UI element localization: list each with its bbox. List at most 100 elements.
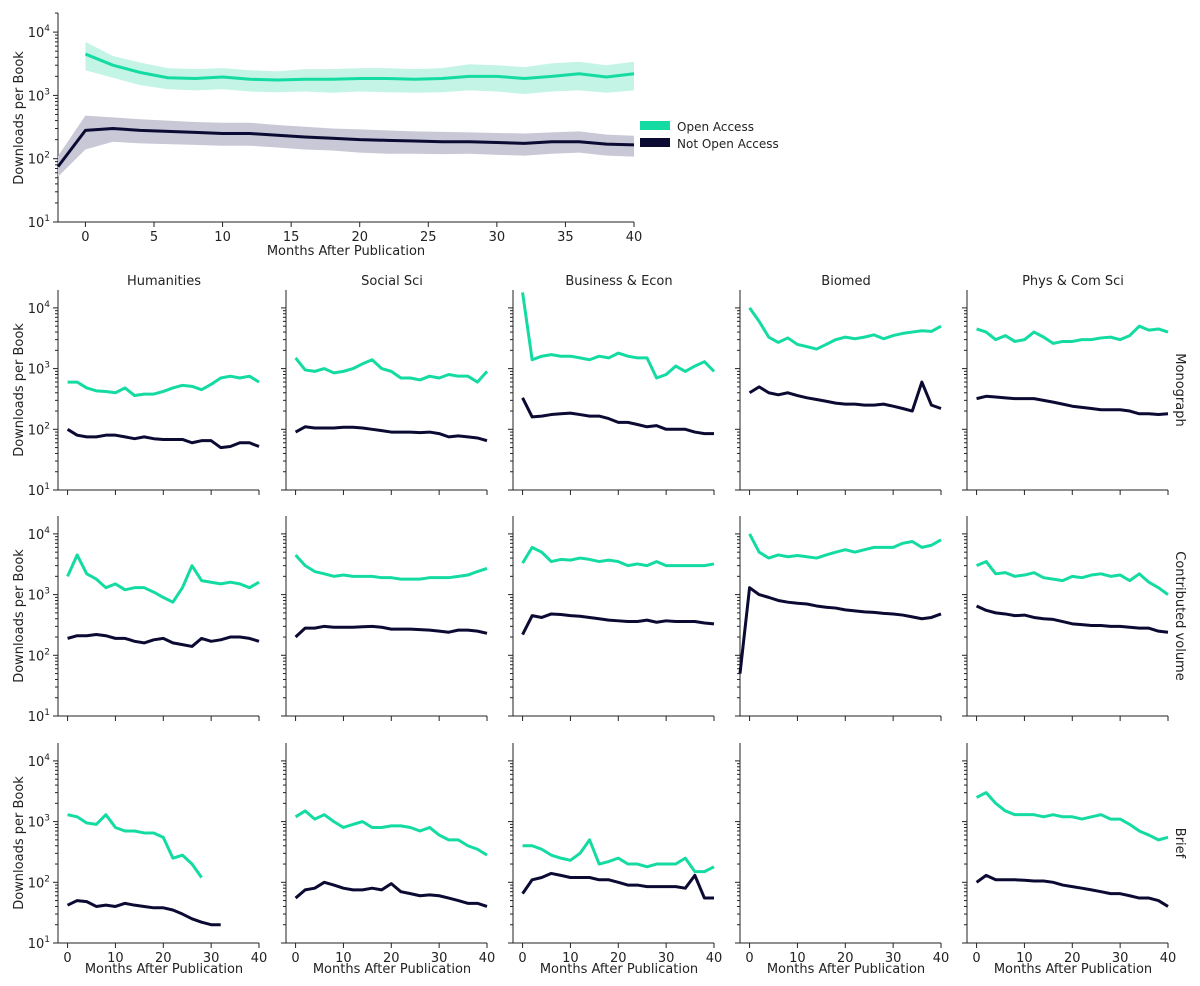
facet-panel: [962, 516, 1169, 721]
column-title: Biomed: [821, 274, 870, 289]
y-tick-label: 104: [28, 753, 51, 770]
x-tick-label: 40: [1160, 951, 1177, 966]
open-access-line: [521, 292, 716, 380]
open-access-line: [975, 560, 1169, 596]
overall-chart: 101 102 103 104 0 5 10 15 20 25 30 35 40 Months After…: [12, 12, 643, 259]
y-tick-label: 102: [28, 647, 50, 664]
y-tick-label: 104: [28, 24, 51, 41]
x-tick-label: 40: [479, 951, 496, 966]
y-tick-label: 102: [28, 151, 50, 168]
open-access-line: [975, 791, 1169, 842]
facet-panel: [962, 290, 1169, 495]
y-tick-label: 104: [28, 300, 51, 317]
x-tick-label: 20: [837, 951, 854, 966]
y-tick-label: 103: [28, 361, 50, 378]
x-tick-label: 20: [610, 951, 627, 966]
open-access-line: [67, 374, 260, 398]
open-access-line: [976, 324, 1169, 345]
x-axis-label: Months After Publication: [267, 244, 425, 259]
not-open-access-line: [521, 397, 714, 436]
y-tick-label: 101: [28, 482, 50, 499]
x-tick-label: 10: [335, 951, 352, 966]
not-open-access-line: [294, 880, 488, 908]
open-access-line: [294, 356, 489, 384]
legend-label: Not Open Access: [677, 137, 779, 151]
open-access-line: [66, 553, 260, 604]
x-tick-label: 40: [706, 951, 723, 966]
legend-swatch: [640, 138, 670, 147]
row-label: Contributed volume: [1172, 551, 1187, 680]
x-tick-label: 20: [1064, 951, 1081, 966]
facet-panel: 0 10 20 30 40: [281, 743, 495, 966]
not-open-access-line: [521, 612, 715, 636]
open-access-line: [748, 307, 942, 351]
facet-panel: [281, 516, 488, 721]
open-access-line: [294, 553, 488, 581]
x-tick-label: 30: [489, 230, 506, 245]
column-title: Social Sci: [361, 274, 423, 289]
x-tick-label: 15: [283, 230, 300, 245]
not-open-access-line: [294, 425, 488, 443]
x-tick-label: 40: [933, 951, 950, 966]
not-open-access-line: [748, 380, 942, 413]
x-tick-label: 10: [789, 951, 806, 966]
y-tick-label: 103: [28, 814, 50, 831]
y-tick-label: 104: [28, 526, 51, 543]
x-axis-label: Months After Publication: [540, 962, 698, 977]
x-tick-label: 30: [431, 951, 448, 966]
legend: Open Access Not Open Access: [640, 120, 779, 151]
not-open-access-line: [294, 624, 488, 639]
x-tick-label: 35: [557, 230, 574, 245]
legend-label: Open Access: [677, 120, 754, 134]
y-axis-label: Downloads per Book: [12, 323, 27, 457]
x-tick-label: 0: [745, 951, 753, 966]
x-tick-label: 10: [107, 951, 124, 966]
x-tick-label: 40: [626, 230, 643, 245]
not-open-access-line: [975, 873, 1169, 908]
x-tick-label: 30: [1112, 951, 1129, 966]
y-tick-label: 101: [28, 708, 50, 725]
y-axis-label: Downloads per Book: [12, 51, 27, 185]
facet-panel: [281, 290, 489, 495]
x-tick-label: 10: [214, 230, 231, 245]
open-access-line: [84, 52, 635, 82]
x-tick-label: 0: [63, 951, 71, 966]
x-tick-label: 0: [972, 951, 980, 966]
facet-panel: [735, 290, 942, 495]
y-tick-label: 103: [28, 587, 50, 604]
row-label: Brief: [1172, 828, 1187, 859]
x-tick-label: 10: [562, 951, 579, 966]
x-tick-label: 5: [150, 230, 158, 245]
column-title: Phys & Com Sci: [1022, 274, 1124, 289]
x-tick-label: 30: [885, 951, 902, 966]
facet-panel: [508, 290, 716, 495]
not-open-access-ci-band: [58, 115, 634, 177]
open-access-line: [748, 533, 942, 560]
x-tick-label: 10: [1016, 951, 1033, 966]
facet-panel: [508, 516, 715, 721]
x-tick-label: 0: [518, 951, 526, 966]
x-tick-label: 25: [420, 230, 437, 245]
not-open-access-line: [975, 604, 1169, 634]
facet-panel: 101 102 103 104: [28, 516, 260, 725]
open-access-line: [522, 838, 715, 874]
x-tick-label: 20: [351, 230, 368, 245]
x-tick-label: 20: [383, 951, 400, 966]
x-axis-label: Months After Publication: [994, 962, 1152, 977]
y-tick-label: 102: [28, 874, 50, 891]
x-tick-label: 40: [251, 951, 268, 966]
not-open-access-line: [56, 126, 635, 168]
not-open-access-line: [66, 428, 260, 450]
x-tick-label: 0: [81, 230, 89, 245]
column-title: Business & Econ: [565, 274, 672, 289]
row-label: Monograph: [1172, 353, 1187, 426]
not-open-access-line: [976, 394, 1169, 417]
x-axis-label: Months After Publication: [85, 962, 243, 977]
open-access-line: [67, 813, 203, 879]
y-axis-label: Downloads per Book: [12, 776, 27, 910]
y-tick-label: 102: [28, 421, 50, 438]
facet-panel: 101 102 103 104: [28, 290, 260, 499]
not-open-access-line: [521, 871, 714, 900]
not-open-access-line: [738, 586, 942, 674]
